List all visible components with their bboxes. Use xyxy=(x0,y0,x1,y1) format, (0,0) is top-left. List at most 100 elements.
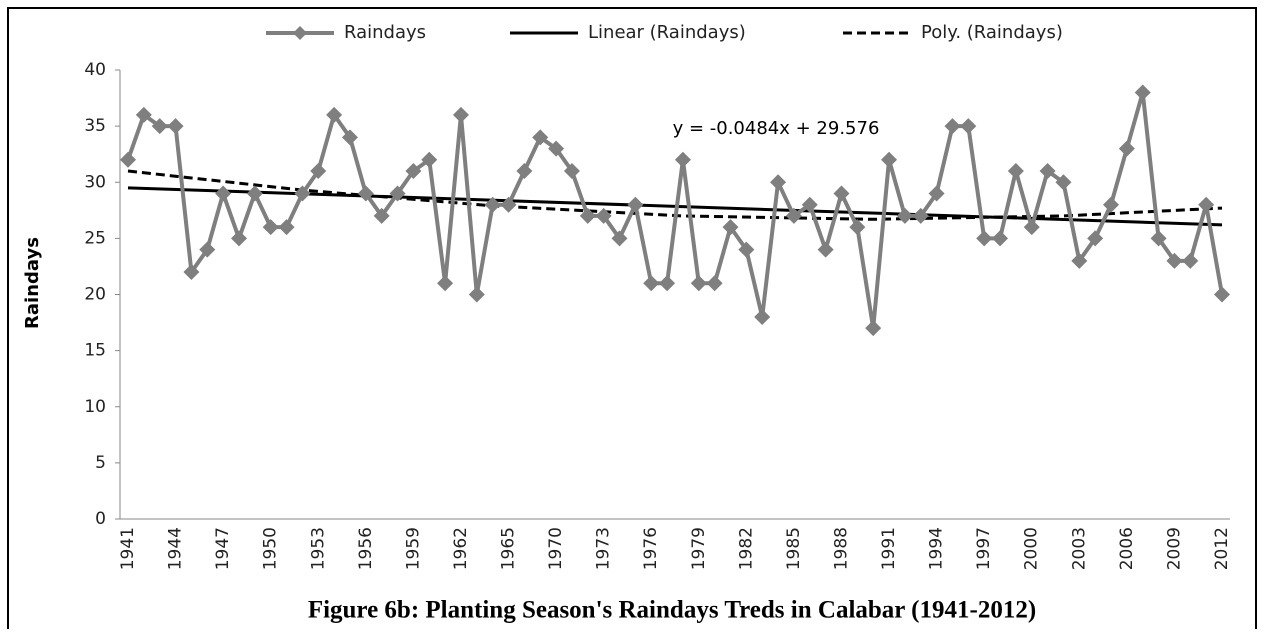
x-tick-label: 1976 xyxy=(641,527,661,570)
x-tick-label: 1944 xyxy=(166,527,186,570)
data-point xyxy=(421,151,438,168)
data-point xyxy=(230,230,247,247)
data-point xyxy=(785,207,802,224)
data-point xyxy=(627,196,644,213)
data-point xyxy=(595,207,612,224)
data-point xyxy=(1198,196,1215,213)
x-tick-label: 2003 xyxy=(1069,527,1089,570)
data-point xyxy=(468,286,485,303)
x-tick-label: 2012 xyxy=(1212,527,1232,570)
data-point xyxy=(1071,252,1088,269)
data-point xyxy=(1039,163,1056,180)
chart-title: Figure 6b: Planting Season's Raindays Tr… xyxy=(308,597,1036,624)
y-tick-label: 0 xyxy=(95,509,106,529)
data-point xyxy=(484,196,501,213)
data-point xyxy=(389,185,406,202)
x-tick-label: 1982 xyxy=(736,527,756,570)
data-point xyxy=(452,106,469,123)
x-tick-label: 1991 xyxy=(879,527,899,570)
data-point xyxy=(706,275,723,292)
data-point xyxy=(865,320,882,337)
legend-label: Raindays xyxy=(344,22,426,43)
data-point xyxy=(1055,174,1072,191)
data-point xyxy=(1150,230,1167,247)
data-point xyxy=(357,185,374,202)
x-tick-label: 1965 xyxy=(499,527,519,570)
data-point xyxy=(643,275,660,292)
data-point xyxy=(532,129,549,146)
x-tick-label: 1953 xyxy=(308,527,328,570)
y-tick-label: 20 xyxy=(84,285,106,305)
y-axis-label: Raindays xyxy=(22,237,43,329)
data-point xyxy=(881,151,898,168)
x-tick-label: 1950 xyxy=(261,527,281,570)
data-point xyxy=(215,185,232,202)
data-point xyxy=(500,196,517,213)
data-point xyxy=(738,241,755,258)
data-point xyxy=(833,185,850,202)
y-tick-label: 15 xyxy=(84,341,106,361)
data-point xyxy=(1007,163,1024,180)
x-tick-label: 1941 xyxy=(118,527,138,570)
chart-frame xyxy=(7,7,1257,633)
data-point xyxy=(976,230,993,247)
data-point xyxy=(437,275,454,292)
data-point xyxy=(326,106,343,123)
x-tick-label: 2009 xyxy=(1164,527,1184,570)
data-point xyxy=(563,163,580,180)
data-point xyxy=(801,196,818,213)
legend-label: Linear (Raindays) xyxy=(588,22,746,43)
x-tick-label: 1979 xyxy=(689,527,709,570)
data-point xyxy=(1214,286,1230,303)
x-tick-label: 1956 xyxy=(356,527,376,570)
data-point xyxy=(674,151,691,168)
x-tick-label: 1973 xyxy=(594,527,614,570)
data-point xyxy=(167,118,184,135)
legend-label: Poly. (Raindays) xyxy=(921,22,1063,43)
data-point xyxy=(1023,219,1040,236)
data-point xyxy=(1166,252,1183,269)
y-tick-label: 10 xyxy=(84,397,106,417)
data-point xyxy=(1118,140,1135,157)
x-tick-label: 1947 xyxy=(213,527,233,570)
data-point xyxy=(135,106,152,123)
data-point xyxy=(246,185,263,202)
data-point xyxy=(405,163,422,180)
x-tick-label: 1970 xyxy=(546,527,566,570)
data-point xyxy=(1134,84,1151,101)
data-point xyxy=(659,275,676,292)
data-point xyxy=(611,230,628,247)
legend-marker xyxy=(293,26,307,40)
x-tick-label: 1962 xyxy=(451,527,471,570)
y-tick-label: 40 xyxy=(84,60,106,80)
x-tick-label: 1997 xyxy=(974,527,994,570)
data-point xyxy=(120,151,136,168)
data-point xyxy=(151,118,168,135)
data-point xyxy=(817,241,834,258)
data-point xyxy=(548,140,565,157)
y-tick-label: 30 xyxy=(84,172,106,192)
trend-equation: y = -0.0484x + 29.576 xyxy=(673,118,880,139)
x-tick-label: 1994 xyxy=(927,527,947,570)
data-point xyxy=(341,129,358,146)
data-point xyxy=(992,230,1009,247)
data-point xyxy=(516,163,533,180)
x-tick-label: 2006 xyxy=(1117,527,1137,570)
y-tick-label: 5 xyxy=(95,453,106,473)
data-point xyxy=(1103,196,1120,213)
x-tick-label: 1988 xyxy=(831,527,851,570)
data-point xyxy=(183,264,200,281)
x-tick-label: 1985 xyxy=(784,527,804,570)
data-point xyxy=(896,207,913,224)
x-tick-label: 1959 xyxy=(403,527,423,570)
data-point xyxy=(722,219,739,236)
data-point xyxy=(944,118,961,135)
data-point xyxy=(928,185,945,202)
data-point xyxy=(199,241,216,258)
data-point xyxy=(849,219,866,236)
y-tick-label: 25 xyxy=(84,228,106,248)
x-tick-label: 2000 xyxy=(1022,527,1042,570)
data-point xyxy=(770,174,787,191)
